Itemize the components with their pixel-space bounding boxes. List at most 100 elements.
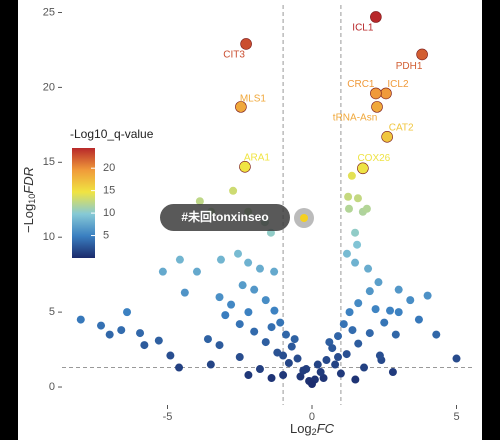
point <box>221 311 230 320</box>
point <box>347 171 356 180</box>
point <box>380 318 389 327</box>
point <box>432 330 441 339</box>
point <box>386 306 395 315</box>
point <box>345 308 354 317</box>
y-tick-label: 0 <box>49 381 55 393</box>
point <box>267 374 276 383</box>
point-label: ICL2 <box>387 79 409 90</box>
point <box>239 160 251 173</box>
colorbar <box>72 148 95 258</box>
watermark-text: #未回tonxinseo <box>181 209 268 224</box>
point <box>180 288 189 297</box>
point <box>339 320 348 329</box>
point <box>452 354 461 363</box>
x-label-part: Log <box>290 421 312 436</box>
point <box>360 363 369 372</box>
point <box>140 341 149 350</box>
point <box>365 287 374 296</box>
point <box>158 267 167 276</box>
point <box>325 338 334 347</box>
point <box>370 11 382 23</box>
point <box>336 369 345 378</box>
x-label-part: FC <box>317 421 335 436</box>
point <box>244 308 253 317</box>
point <box>290 335 299 344</box>
y-tick-label: 25 <box>43 6 55 18</box>
point <box>370 87 382 100</box>
point <box>250 285 259 294</box>
point <box>313 360 322 369</box>
point <box>334 332 343 341</box>
point <box>240 38 252 50</box>
point <box>354 339 363 348</box>
point <box>322 356 331 365</box>
point <box>371 101 383 113</box>
point <box>328 344 337 353</box>
point-label: MLS1 <box>240 94 267 105</box>
point-label: COX26 <box>357 153 390 164</box>
point <box>293 354 302 363</box>
watermark-pill <box>160 204 290 231</box>
point <box>270 306 279 315</box>
point <box>105 330 114 339</box>
watermark-icon-dot <box>300 214 308 222</box>
point <box>362 204 371 213</box>
point <box>331 360 340 369</box>
point <box>235 101 247 113</box>
point <box>371 305 380 314</box>
point <box>235 353 244 362</box>
point <box>406 296 415 305</box>
point-label: CRC1 <box>347 79 375 90</box>
point <box>307 380 316 389</box>
x-tick-label: -5 <box>163 411 173 423</box>
point <box>281 330 290 339</box>
y-label-part: FDR <box>21 167 36 194</box>
x-label-sub: 2 <box>312 427 317 437</box>
point <box>316 368 325 377</box>
point <box>416 48 428 61</box>
point <box>97 321 106 330</box>
y-tick-label: 15 <box>43 156 55 168</box>
point-label: PDH1 <box>396 61 423 72</box>
screen-edge <box>0 0 18 440</box>
point <box>348 326 357 335</box>
point <box>76 315 85 324</box>
point <box>175 363 184 372</box>
point <box>296 372 305 381</box>
point-label: CAT2 <box>389 122 414 133</box>
point <box>154 336 163 345</box>
point <box>375 351 384 360</box>
point <box>287 342 296 351</box>
point <box>276 318 285 327</box>
point <box>344 204 353 213</box>
point <box>374 278 383 287</box>
point <box>255 365 264 374</box>
point <box>394 308 403 317</box>
y-tick-label: 5 <box>49 306 55 318</box>
point <box>351 228 360 237</box>
point <box>354 299 363 308</box>
point <box>227 300 236 309</box>
point <box>334 353 343 362</box>
point <box>273 348 282 357</box>
point <box>270 267 279 276</box>
point <box>215 293 224 302</box>
plot-area: -5 0 5 0 5 10 15 20 25 ICL1 CIT3 PDH1 CRC1 ICL2 tRNA-A… <box>43 5 475 423</box>
point <box>195 197 204 206</box>
point <box>238 281 247 290</box>
point <box>216 255 225 264</box>
colorbar-tick-label: 20 <box>103 162 115 174</box>
point <box>255 264 264 273</box>
y-tick-label: 20 <box>43 81 55 93</box>
y-label-sub: 10 <box>27 194 37 204</box>
colorbar-title: -Log10_q-value <box>70 127 154 141</box>
x-axis-label: Log2FC <box>290 421 335 437</box>
point <box>215 341 224 350</box>
point <box>244 258 253 267</box>
point <box>342 249 351 258</box>
point <box>351 375 360 384</box>
point <box>353 194 362 203</box>
point-label: ARA1 <box>244 152 271 163</box>
point <box>299 366 308 375</box>
